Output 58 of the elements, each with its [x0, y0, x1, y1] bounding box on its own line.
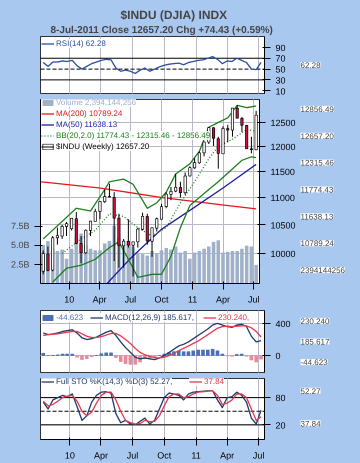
x-tick-label: Oct [157, 450, 172, 460]
text: 37.84 [300, 419, 322, 428]
text: 12315.46 [300, 158, 334, 168]
y-tick-label: 10000 [270, 248, 296, 259]
legend-label: -44.623 [56, 313, 84, 322]
x-tick-label: Apr [92, 294, 107, 304]
chart-title: $INDU (DJIA) INDX [120, 8, 228, 22]
text: 12657.20 [300, 132, 334, 141]
legend-label: 37.84 [204, 377, 224, 386]
text: 62.28 [300, 61, 322, 70]
y2-tick-label: 7.5B [10, 221, 30, 231]
y-tick-label: 70 [276, 54, 286, 64]
y2-tick-label: 5.0B [10, 240, 30, 250]
x-tick-label: Jul [124, 294, 136, 304]
text: -44.623 [300, 358, 328, 368]
y-tick-label: 0 [276, 351, 281, 362]
x-tick-label: Jul [126, 450, 138, 460]
y-tick-label: 50 [276, 64, 286, 75]
x-tick-label: Jul [248, 294, 260, 304]
y-tick-label: 400 [276, 318, 291, 329]
y2-tick-label: 2.5B [10, 259, 30, 270]
text: MA(50) 11638.13 [56, 120, 118, 129]
text: MA(200) 10789.24 [56, 109, 122, 118]
legend-label: 230.240, [218, 313, 250, 322]
x-tick-label: Jul [252, 450, 264, 460]
series-label: BB(20,2.0) 11774.43 - 12315.46 - 12856.49 [56, 131, 210, 140]
text: 10789.24 [300, 239, 334, 248]
x-tick-label: 10 [64, 450, 75, 460]
text: 12856.49 [300, 104, 334, 114]
x-tick-label: Apr [216, 294, 230, 304]
y-tick-label: 11000 [270, 193, 295, 203]
y-tick-label: 10500 [270, 220, 296, 230]
y-tick-label: 90 [276, 42, 286, 53]
text: 52.27 [300, 386, 322, 396]
x-tick-label: 10 [64, 294, 74, 304]
x-tick-label: 11 [191, 450, 201, 460]
y-tick-label: 20 [276, 420, 286, 430]
legend-label: $INDU (Weekly) 12657.20 [56, 142, 150, 151]
legend-label: Volume 2,394,144,256 [56, 98, 136, 107]
y-tick-label: 12000 [270, 142, 296, 152]
y-tick-label: 11500 [270, 166, 295, 177]
y-tick-label: 30 [276, 75, 286, 86]
x-tick-label: Apr [220, 450, 234, 460]
chart-subtitle: 8-Jul-2011 Close 12657.20 Chg +74.43 (+0.59%) [50, 25, 273, 36]
legend-label: MACD(12,26,9) 185.617, [105, 313, 194, 322]
legend-label: RSI(14) 62.28 [56, 39, 106, 48]
text: 185.617 [300, 338, 330, 346]
text: 11638.13 [300, 212, 334, 222]
y-tick-label: 10 [276, 86, 286, 96]
y-tick-label: 80 [276, 393, 286, 404]
text: 230.240 [300, 316, 330, 326]
x-tick-label: Oct [154, 294, 169, 304]
text: 11774.43 [300, 186, 334, 194]
x-tick-label: Apr [94, 450, 108, 460]
text: 2394144256 [300, 266, 346, 276]
y-tick-label: 12500 [270, 118, 296, 128]
legend-label: Full STO %K(14,3) %D(3) 52.27, [56, 377, 172, 386]
x-tick-label: 11 [188, 294, 198, 304]
